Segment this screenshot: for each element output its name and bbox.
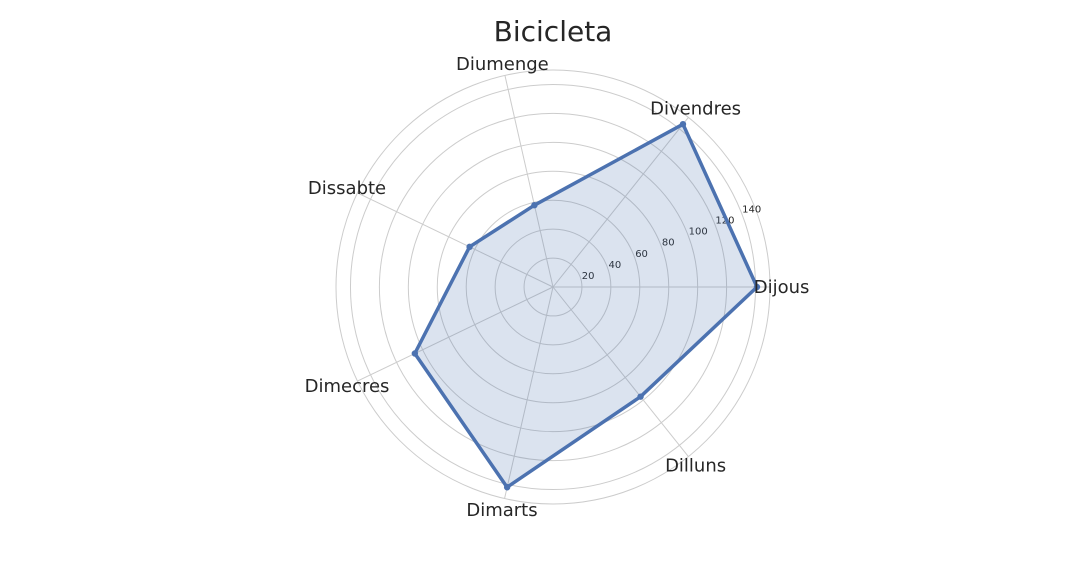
r-tick-label: 120 — [715, 216, 734, 227]
grid-spoke — [552, 286, 689, 457]
data-point — [503, 484, 511, 491]
polar-grid — [335, 69, 771, 505]
grid-spoke — [357, 286, 554, 382]
r-tick-label: 40 — [608, 260, 621, 271]
category-label: Dijous — [754, 277, 810, 298]
category-label: Dissabte — [308, 178, 386, 199]
category-label: Dimarts — [466, 500, 537, 521]
grid-spoke — [504, 286, 554, 499]
category-label: Diumenge — [456, 54, 549, 75]
category-label: Divendres — [650, 98, 741, 119]
r-tick-label: 100 — [689, 227, 708, 238]
data-point — [637, 393, 644, 400]
data-point — [753, 283, 761, 291]
data-point — [531, 201, 538, 209]
category-labels: Dijous Divendres Diumenge Dissabte Dimecres D… — [305, 54, 810, 521]
series-area — [414, 124, 757, 488]
category-label: Dilluns — [665, 456, 726, 477]
grid-spoke — [357, 192, 554, 288]
series-line — [413, 122, 759, 489]
category-label: Dimecres — [305, 376, 390, 397]
grid-spoke — [504, 75, 554, 288]
series-layer — [411, 120, 761, 491]
r-tick-label: 80 — [662, 238, 675, 249]
chart-title: Bicicleta — [494, 15, 613, 48]
r-tick-label: 60 — [635, 249, 648, 260]
data-point — [466, 243, 473, 251]
r-tick-label: 20 — [582, 271, 595, 282]
data-point — [411, 350, 419, 357]
data-point — [679, 120, 687, 128]
r-tick-label: 140 — [742, 204, 761, 215]
grid-spoke — [552, 117, 689, 288]
radial-tick-labels: 20 40 60 80 100 120 140 — [582, 204, 761, 281]
